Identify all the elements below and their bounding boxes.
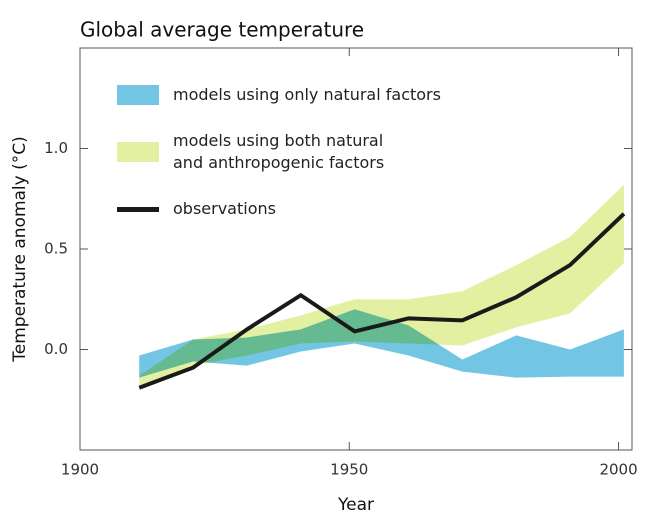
x-tick-label: 2000 <box>599 461 637 479</box>
y-axis-label: Temperature anomaly (°C) <box>10 136 30 362</box>
band <box>139 184 624 386</box>
legend-label: models using both natural and anthropoge… <box>173 131 385 172</box>
band <box>139 309 624 378</box>
legend-item: models using both natural and anthropoge… <box>117 130 441 174</box>
line <box>138 212 626 390</box>
x-tick-label: 1900 <box>61 461 99 479</box>
legend-swatch <box>117 142 159 162</box>
x-axis-label: Year <box>337 495 374 515</box>
y-tick-label: 0.5 <box>44 240 68 258</box>
x-tick-label: 1950 <box>330 461 368 479</box>
legend-item: observations <box>117 198 441 220</box>
legend-item: models using only natural factors <box>117 84 441 106</box>
plot-area <box>138 184 626 390</box>
y-tick-label: 1.0 <box>44 139 68 157</box>
legend: models using only natural factors models … <box>117 84 441 244</box>
legend-label: observations <box>173 199 276 218</box>
legend-swatch <box>117 85 159 105</box>
chart-title: Global average temperature <box>80 18 364 42</box>
legend-label: models using only natural factors <box>173 85 441 104</box>
legend-swatch <box>117 206 159 212</box>
y-tick-label: 0.0 <box>44 340 68 358</box>
